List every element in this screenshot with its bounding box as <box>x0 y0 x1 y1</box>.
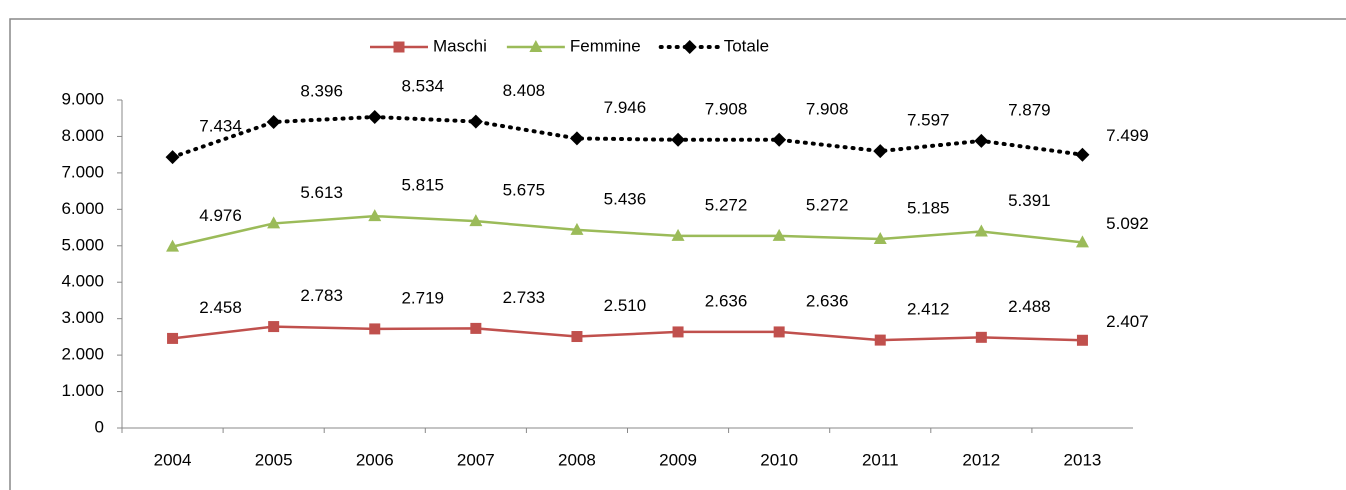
y-tick-label: 3.000 <box>61 308 104 327</box>
data-point <box>267 216 281 229</box>
data-point <box>974 224 988 237</box>
data-label: 2.510 <box>604 296 647 315</box>
data-label: 4.976 <box>199 206 242 225</box>
data-label: 7.946 <box>604 98 647 117</box>
data-label: 5.272 <box>705 195 748 214</box>
data-point <box>873 232 887 245</box>
data-label: 8.396 <box>300 81 343 100</box>
data-label: 2.488 <box>1008 297 1051 316</box>
data-point <box>571 331 583 343</box>
y-tick-label: 7.000 <box>61 162 104 181</box>
data-label: 7.499 <box>1106 126 1149 145</box>
data-label: 2.719 <box>401 288 444 307</box>
data-label: 2.636 <box>705 291 748 310</box>
data-label: 5.436 <box>604 189 647 208</box>
legend-marker <box>682 40 697 54</box>
data-label: 7.597 <box>907 111 950 130</box>
data-label: 5.675 <box>503 181 546 200</box>
data-label: 8.408 <box>503 81 546 100</box>
data-point <box>974 133 989 148</box>
data-label: 5.272 <box>806 195 849 214</box>
y-tick-label: 1.000 <box>61 381 104 400</box>
data-point <box>1075 147 1090 162</box>
x-tick-label: 2010 <box>760 450 798 469</box>
series-line <box>172 325 1083 342</box>
data-label: 2.412 <box>907 300 950 319</box>
data-label: 7.908 <box>705 99 748 118</box>
y-tick-label: 0 <box>95 417 104 436</box>
data-label: 5.092 <box>1106 214 1149 233</box>
legend-marker <box>393 41 405 53</box>
data-label: 2.458 <box>199 298 242 317</box>
data-label: 7.908 <box>806 99 849 118</box>
y-tick-label: 8.000 <box>61 126 104 145</box>
data-point <box>367 109 382 124</box>
data-point <box>570 222 584 235</box>
series-line <box>170 114 1085 160</box>
data-point <box>873 144 888 159</box>
data-point <box>369 323 381 335</box>
legend-label: Totale <box>724 36 769 55</box>
data-point <box>167 332 179 344</box>
data-label: 7.434 <box>199 117 242 136</box>
x-tick-label: 2013 <box>1064 450 1102 469</box>
x-tick-label: 2004 <box>154 450 192 469</box>
legend-label: Maschi <box>433 36 487 55</box>
chart-frame <box>9 18 1346 490</box>
data-label: 5.391 <box>1008 191 1051 210</box>
data-point <box>468 114 483 129</box>
legend-marker <box>529 40 543 52</box>
x-tick-label: 2012 <box>962 450 1000 469</box>
data-label: 2.636 <box>806 291 849 310</box>
data-point <box>368 209 382 222</box>
x-tick-label: 2011 <box>862 450 899 469</box>
data-label: 5.185 <box>907 199 950 218</box>
data-point <box>773 326 785 338</box>
data-point <box>268 321 280 333</box>
data-point <box>569 131 584 146</box>
data-label: 5.815 <box>401 176 444 195</box>
x-tick-label: 2009 <box>659 450 697 469</box>
legend-label: Femmine <box>570 36 641 55</box>
data-label: 2.407 <box>1106 312 1149 331</box>
x-tick-label: 2008 <box>558 450 596 469</box>
data-point <box>469 214 483 227</box>
y-tick-label: 6.000 <box>61 199 104 218</box>
data-point <box>874 334 886 346</box>
y-tick-label: 4.000 <box>61 272 104 291</box>
data-point <box>975 331 987 343</box>
data-point <box>672 326 684 338</box>
data-point <box>671 132 686 147</box>
y-tick-label: 2.000 <box>61 345 104 364</box>
x-tick-label: 2007 <box>457 450 495 469</box>
x-tick-label: 2006 <box>356 450 394 469</box>
data-point <box>1075 235 1089 248</box>
data-point <box>166 239 180 252</box>
y-tick-label: 5.000 <box>61 235 104 254</box>
data-label: 8.534 <box>401 76 444 95</box>
data-point <box>470 322 482 334</box>
data-point <box>165 150 180 165</box>
data-label: 2.733 <box>503 288 546 307</box>
data-label: 7.879 <box>1008 100 1051 119</box>
series-line <box>172 214 1083 248</box>
y-tick-label: 9.000 <box>61 89 104 108</box>
data-label: 5.613 <box>300 183 343 202</box>
data-label: 2.783 <box>300 286 343 305</box>
data-point <box>671 228 685 241</box>
data-point <box>1076 334 1088 346</box>
data-point <box>772 228 786 241</box>
x-tick-label: 2005 <box>255 450 293 469</box>
data-point <box>772 132 787 147</box>
data-point <box>266 115 281 130</box>
